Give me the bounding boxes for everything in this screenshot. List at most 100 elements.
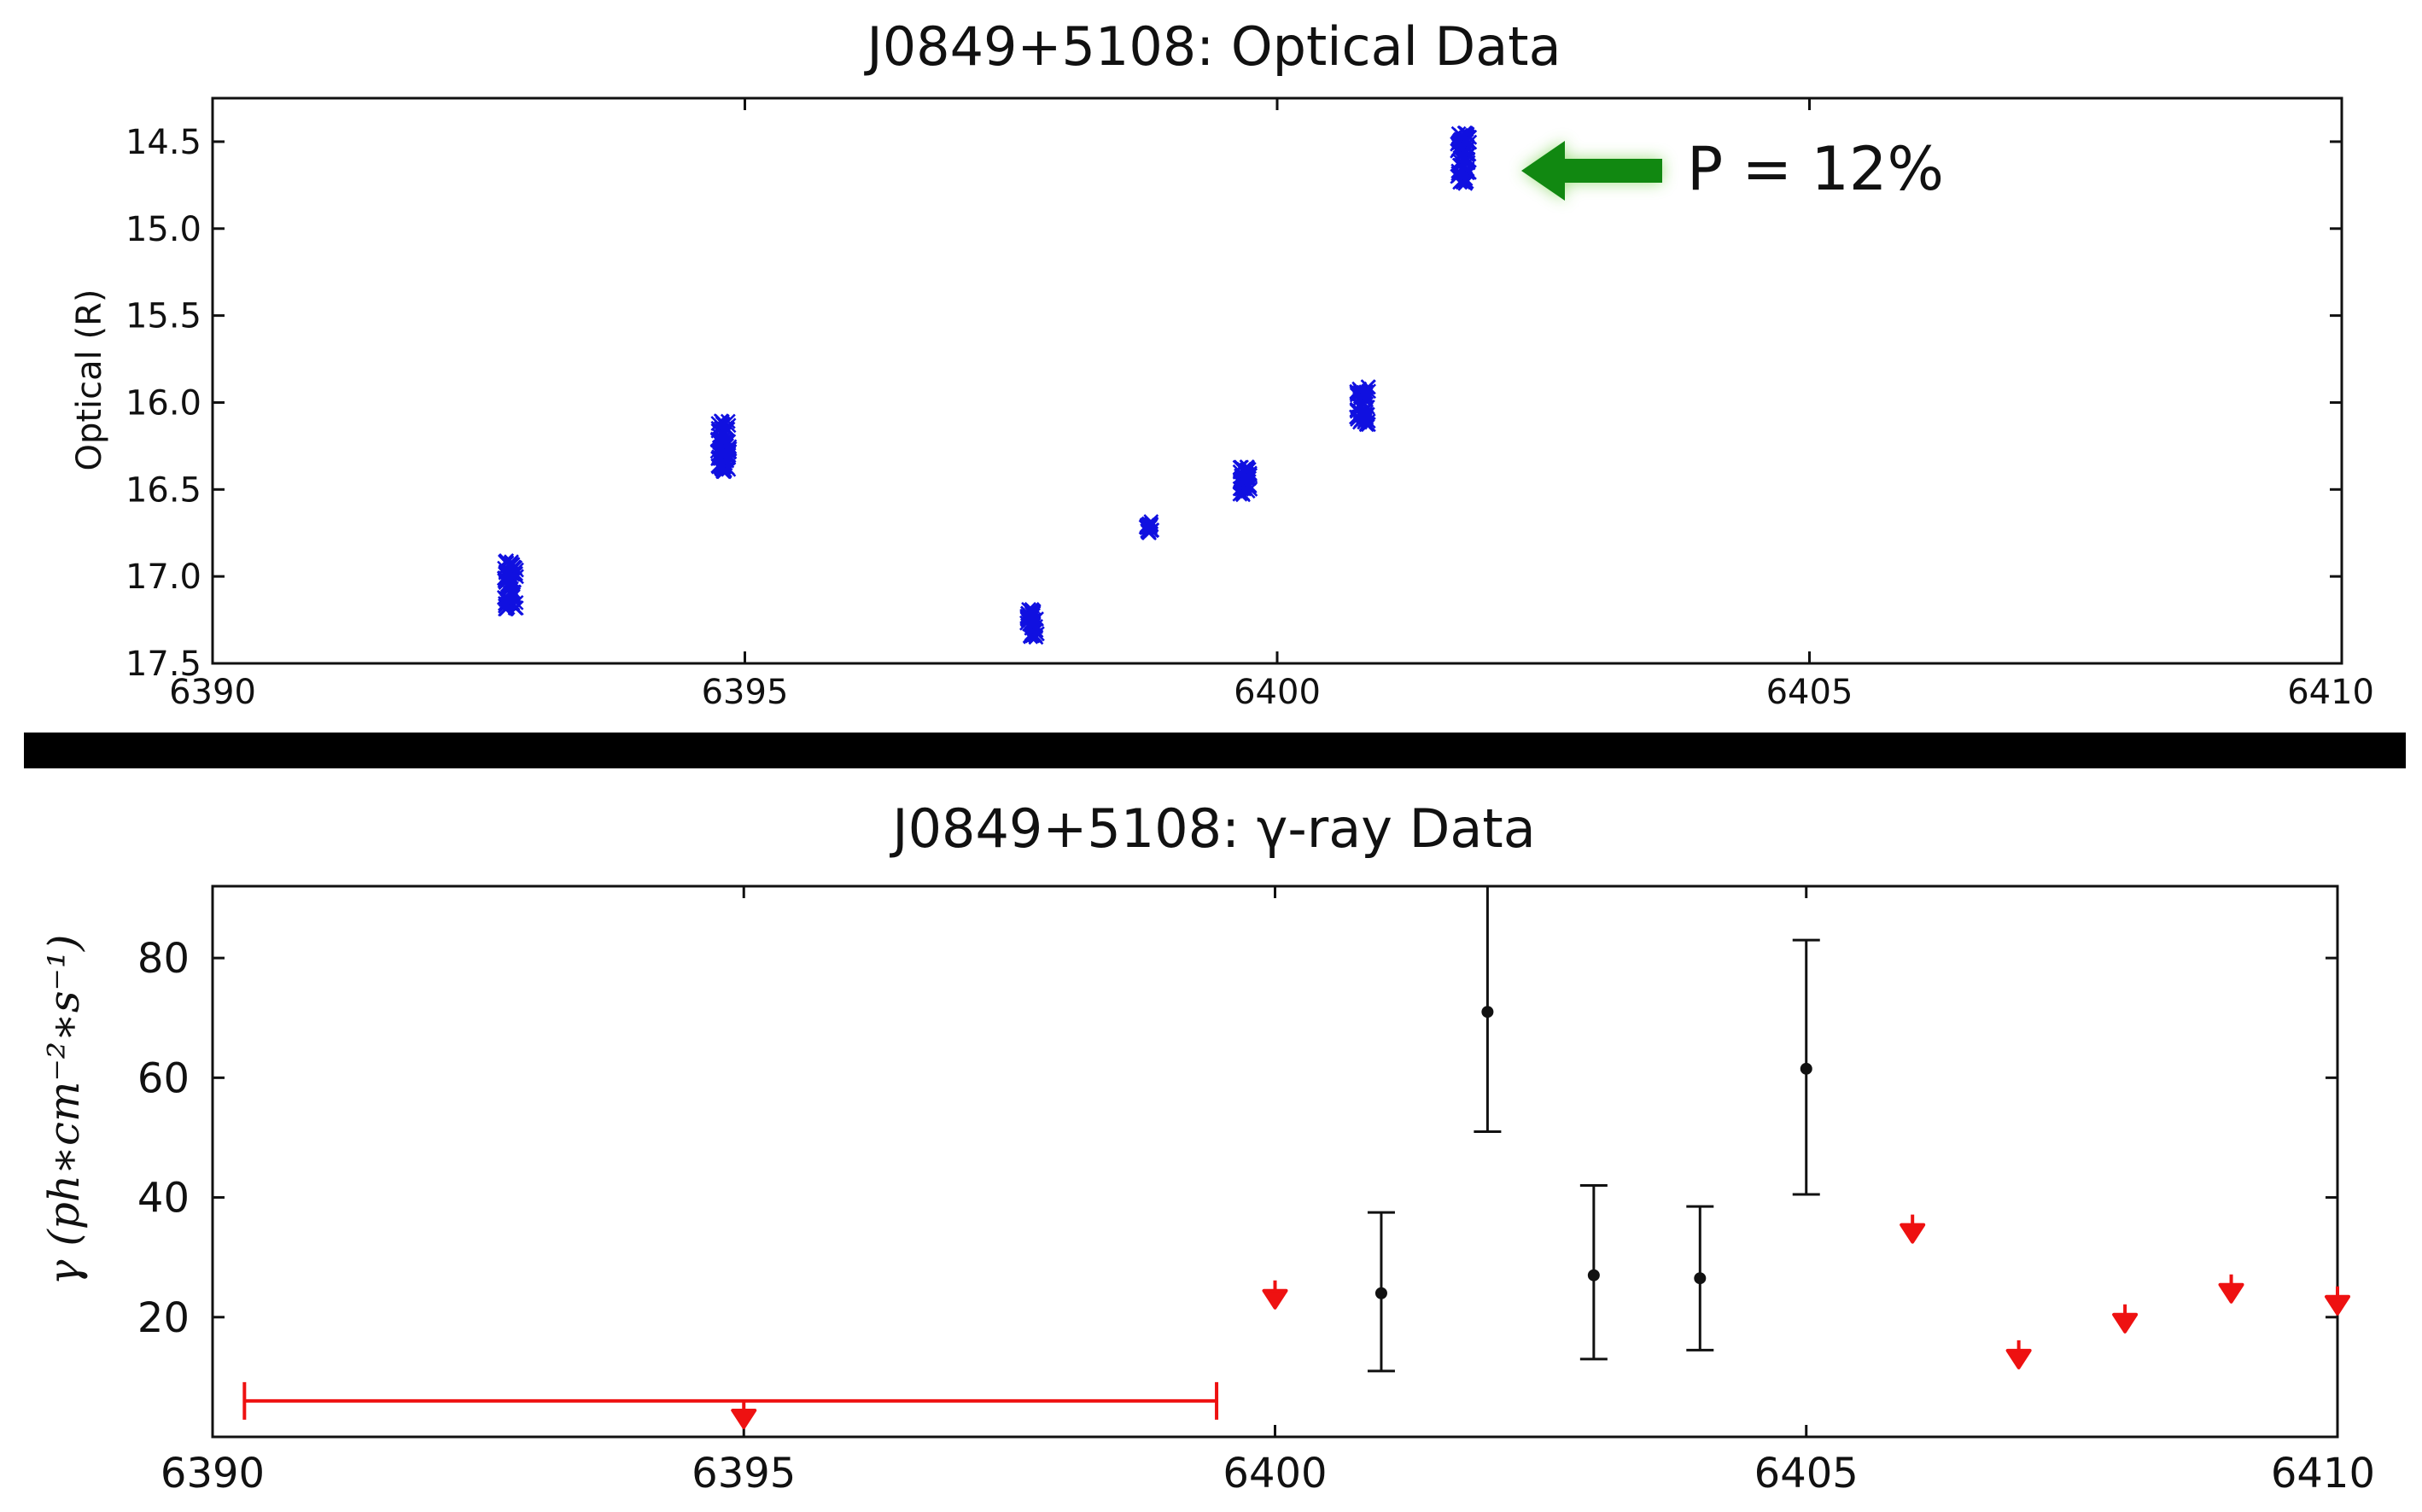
optical-x-tick-label: 6405 [1766, 673, 1853, 712]
optical-data-markers [496, 125, 1478, 645]
gamma-x-ticks: 6390 6395 6400 6405 6410 [160, 886, 2375, 1497]
down-arrow-icon [1262, 1288, 1288, 1310]
optical-data-point [1240, 459, 1256, 476]
optical-data-point [1020, 605, 1036, 622]
optical-cluster [709, 413, 738, 480]
gamma-detection-marker [1694, 1272, 1707, 1285]
gamma-x-tick-label: 6410 [2271, 1450, 2375, 1497]
optical-data-point [1022, 628, 1038, 644]
gamma-chart-title: J0849+5108: γ-ray Data [889, 797, 1535, 860]
gamma-upper-limit [2218, 1274, 2244, 1304]
down-arrow-icon [2218, 1282, 2244, 1304]
optical-data-point [1358, 410, 1374, 425]
optical-data-point [1138, 519, 1154, 535]
optical-plot-frame [211, 96, 2343, 665]
gamma-upper-limit [2325, 1286, 2350, 1316]
optical-data-point [505, 557, 520, 573]
optical-data-point [1019, 609, 1036, 625]
gamma-detection-point [1686, 1205, 1714, 1351]
gamma-y-tick-label: 20 [137, 1294, 190, 1342]
optical-y-tick-label: 17.0 [125, 558, 201, 597]
optical-cluster [1138, 514, 1160, 540]
optical-data-point [1143, 517, 1158, 534]
optical-data-point [1452, 154, 1468, 169]
optical-data-point [1237, 480, 1253, 496]
optical-x-tick-label: 6390 [169, 673, 256, 712]
gamma-upper-limit [1262, 1280, 1288, 1310]
optical-data-point [1450, 136, 1466, 152]
optical-data-point [1457, 154, 1474, 169]
gamma-y-tick-label: 80 [137, 935, 190, 983]
optical-x-tick-label: 6395 [702, 673, 789, 712]
optical-data-point [1358, 389, 1374, 406]
optical-y-tick-label: 16.5 [125, 470, 201, 510]
gamma-detection-marker [1374, 1287, 1387, 1299]
down-arrow-icon [2325, 1294, 2350, 1316]
optical-data-point [1457, 132, 1473, 149]
gamma-y-axis-label: γ (ph∗cm⁻²∗s⁻¹) [39, 935, 89, 1286]
optical-cluster [1349, 379, 1377, 433]
optical-y-tick-label: 15.5 [125, 297, 201, 336]
optical-x-ticks: 6390 6395 6400 6405 6410 [169, 98, 2374, 712]
gamma-detection-point [1367, 1211, 1395, 1373]
optical-data-point [496, 590, 512, 605]
optical-panel: J0849+5108: Optical Data 6390 6395 6400 640… [70, 15, 2374, 712]
optical-y-ticks: 14.5 15.0 15.5 16.0 16.5 17.0 17.5 [125, 123, 2342, 684]
optical-data-point [714, 429, 729, 446]
gamma-y-tick-label: 60 [137, 1054, 190, 1102]
optical-y-tick-label: 17.5 [125, 645, 201, 684]
optical-data-point [714, 461, 730, 477]
optical-y-tick-label: 16.0 [125, 383, 201, 423]
optical-cluster [496, 552, 524, 617]
optical-data-point [711, 449, 727, 465]
optical-data-point [716, 462, 732, 478]
gamma-x-tick-label: 6390 [160, 1450, 265, 1497]
optical-data-point [721, 444, 738, 459]
optical-cluster [1019, 602, 1045, 645]
panel-separator [24, 733, 2406, 768]
gamma-upper-limit [242, 1381, 1219, 1429]
optical-data-point [1358, 384, 1374, 400]
optical-data-point [1349, 387, 1365, 403]
gamma-x-tick-label: 6405 [1754, 1450, 1859, 1497]
gamma-panel: J0849+5108: γ-ray Data 6390 6395 6400 6405 6… [39, 797, 2375, 1497]
optical-y-axis-label: Optical (R) [70, 289, 109, 470]
gamma-detection-marker [1800, 1062, 1812, 1075]
down-arrow-icon [2005, 1348, 2032, 1369]
optical-chart-title: J0849+5108: Optical Data [863, 15, 1561, 78]
optical-x-tick-label: 6400 [1234, 673, 1321, 712]
gamma-y-tick-label: 40 [137, 1175, 190, 1223]
gamma-detection-point [1792, 938, 1820, 1196]
polarization-label: P = 12% [1687, 134, 1944, 204]
optical-data-point [1450, 168, 1466, 184]
gamma-upper-limit [2112, 1304, 2139, 1334]
optical-y-tick-label: 14.5 [125, 123, 201, 162]
gamma-detection-point [1579, 1184, 1608, 1361]
gamma-detections [1367, 884, 1820, 1373]
optical-cluster [1450, 125, 1478, 191]
optical-data-point [714, 424, 730, 440]
optical-data-point [1024, 628, 1041, 644]
gamma-detection-marker [1481, 1006, 1494, 1019]
gamma-detection-point [1474, 884, 1502, 1133]
gamma-upper-limit [1900, 1214, 1926, 1244]
polarization-annotation: P = 12% [1521, 134, 1944, 204]
gamma-detection-marker [1587, 1269, 1600, 1281]
gamma-y-ticks: 20 40 60 80 [137, 935, 2337, 1342]
optical-data-point [501, 558, 517, 574]
down-arrow-icon [731, 1408, 757, 1429]
optical-x-tick-label: 6410 [2287, 673, 2374, 712]
green-arrow-icon [1521, 141, 1662, 201]
optical-data-point [1020, 611, 1036, 628]
down-arrow-icon [2112, 1312, 2139, 1334]
gamma-upper-limits [242, 1214, 2350, 1429]
optical-data-point [1458, 173, 1474, 190]
gamma-x-tick-label: 6400 [1223, 1450, 1327, 1497]
optical-data-point [502, 573, 518, 589]
optical-y-tick-label: 15.0 [125, 210, 201, 249]
optical-cluster [1232, 459, 1258, 503]
optical-data-point [721, 461, 737, 477]
down-arrow-icon [1900, 1223, 1926, 1244]
gamma-x-tick-label: 6395 [692, 1450, 796, 1497]
